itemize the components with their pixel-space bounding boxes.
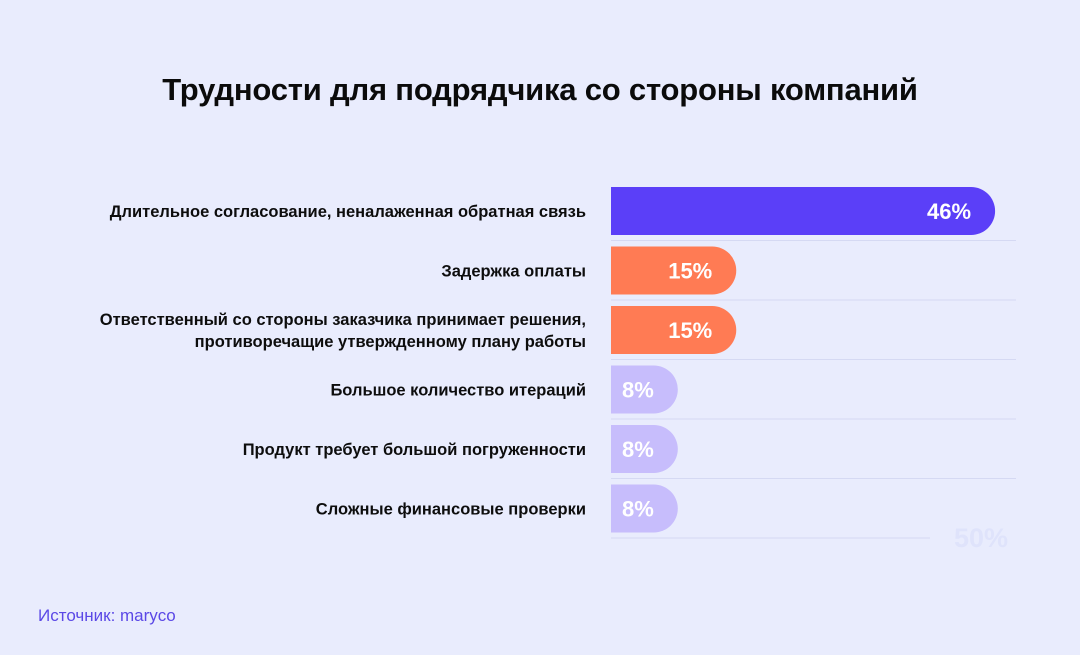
bar-value-label: 8%	[622, 497, 654, 522]
category-label: Длительное согласование, неналаженная об…	[110, 203, 586, 221]
category-label: Сложные финансовые проверки	[316, 501, 586, 519]
bar-value-label: 15%	[668, 259, 712, 284]
bar-value-label: 46%	[927, 199, 971, 224]
category-label: Большое количество итераций	[330, 382, 586, 400]
category-label: Задержка оплаты	[441, 263, 586, 281]
bar-value-label: 8%	[622, 378, 654, 403]
source-note: Источник: maryco	[38, 606, 176, 625]
chart-title: Трудности для подрядчика со стороны комп…	[162, 72, 918, 107]
category-label: Продукт требует большой погруженности	[243, 441, 586, 459]
category-label: противоречащие утвержденному плану работ…	[195, 333, 586, 351]
axis-max-label: 50%	[954, 523, 1008, 553]
bar	[611, 365, 678, 414]
bar	[611, 246, 737, 295]
bar	[611, 425, 678, 473]
bar	[611, 484, 678, 533]
bar	[611, 306, 737, 354]
category-label: Ответственный со стороны заказчика прини…	[100, 311, 586, 329]
bar-value-label: 8%	[622, 437, 654, 462]
bar	[611, 187, 996, 235]
bar-value-label: 15%	[668, 318, 712, 343]
